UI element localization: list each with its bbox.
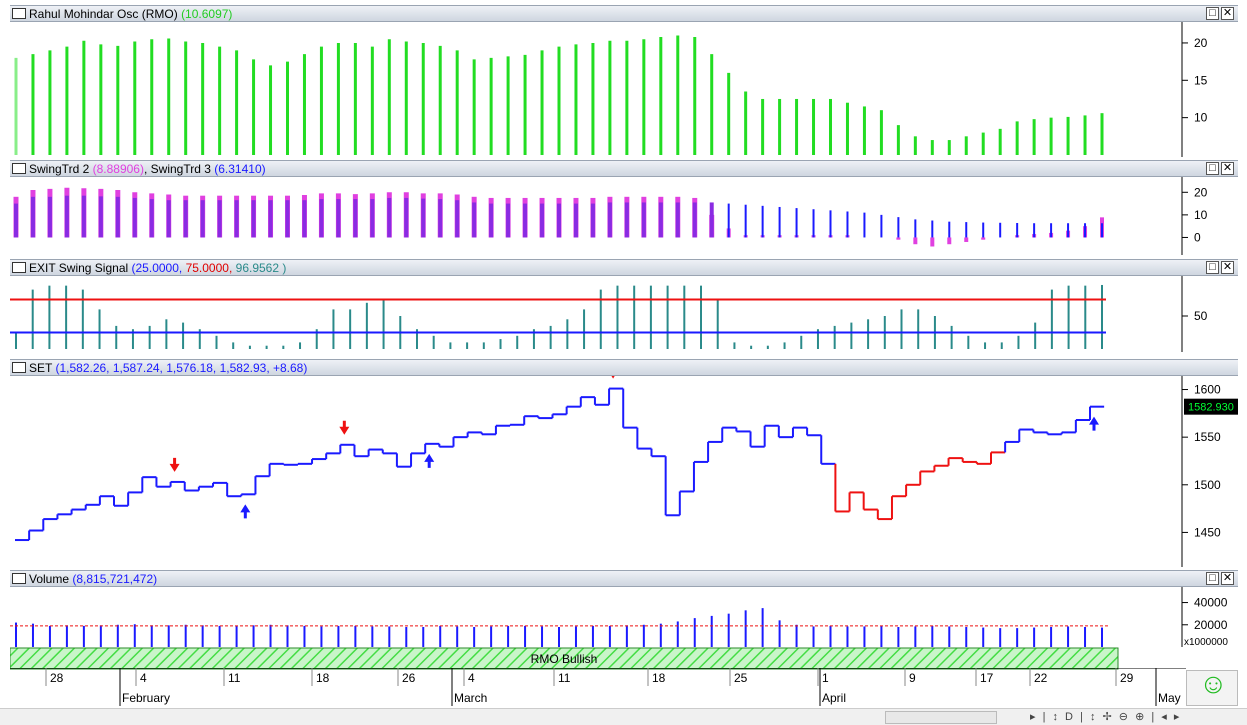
volume-value: (8,815,721,472)	[72, 572, 158, 586]
y-tick-label: 20000	[1194, 618, 1228, 632]
last-price-badge	[1184, 398, 1238, 415]
month-tick-label: February	[122, 691, 170, 705]
day-tick-label: 28	[50, 671, 64, 685]
panel-toggle-icon[interactable]	[12, 573, 26, 584]
close-icon[interactable]: ✕	[1221, 572, 1234, 585]
restore-icon[interactable]: □	[1206, 261, 1219, 274]
buy-arrow-icon	[424, 453, 435, 468]
set-panel: SET (1,582.26, 1,587.24, 1,576.18, 1,582…	[10, 359, 1238, 567]
last-price-label: 1582.930	[1188, 402, 1234, 414]
exit-value3: 96.9562 )	[235, 261, 287, 275]
buy-arrow-icon	[240, 504, 251, 519]
nav-controls[interactable]: ▸ | ↕ D | ↕ ✢ ⊖ ⊕ | ◂ ▸	[1030, 711, 1182, 723]
restore-icon[interactable]: □	[1206, 572, 1219, 585]
panel-toggle-icon[interactable]	[12, 262, 26, 273]
buy-arrow-icon	[1089, 416, 1099, 431]
exit-panel: EXIT Swing Signal (25.0000, 75.0000, 96.…	[10, 259, 1238, 352]
y-tick-label: 10	[1194, 208, 1208, 222]
swing-name1: SwingTrd 2	[29, 162, 90, 176]
day-tick-label: 11	[558, 671, 571, 685]
y-tick-label: 1500	[1194, 478, 1221, 492]
exit-title-bar: EXIT Swing Signal (25.0000, 75.0000, 96.…	[10, 259, 1238, 276]
rmo-name: Rahul Mohindar Osc (RMO)	[29, 7, 178, 21]
set-value: (1,582.26, 1,587.24, 1,576.18, 1,582.93,…	[55, 361, 308, 375]
rmo-chart: 20 15 10	[14, 22, 1208, 157]
restore-icon[interactable]: □	[1206, 7, 1219, 20]
y-tick-label: 1450	[1194, 525, 1221, 539]
restore-icon[interactable]: □	[1206, 162, 1219, 175]
volume-panel: Volume (8,815,721,472) □ ✕ 40000 20000 x100…	[10, 570, 1238, 670]
sell-arrow-icon	[339, 420, 350, 435]
y-tick-label: 1550	[1194, 430, 1221, 444]
swing-panel: SwingTrd 2 (8.88906), SwingTrd 3 (6.3141…	[10, 160, 1238, 255]
day-tick-label: 26	[402, 671, 416, 685]
exit-chart: 50	[10, 276, 1208, 352]
y-tick-label: 1600	[1194, 383, 1221, 397]
volume-name: Volume	[29, 572, 70, 586]
day-tick-label: 25	[734, 671, 748, 685]
panel-toggle-icon[interactable]	[12, 8, 26, 19]
volume-chart: 40000 20000 x1000000 RMO Bullish	[10, 587, 1228, 670]
day-tick-label: 11	[228, 671, 241, 685]
day-tick-label: 18	[316, 671, 330, 685]
rmo-value: (10.6097)	[181, 7, 233, 21]
swing-title-bar: SwingTrd 2 (8.88906), SwingTrd 3 (6.3141…	[10, 160, 1238, 177]
exit-value2: 75.0000,	[185, 261, 233, 275]
sell-arrow-icon	[169, 457, 180, 472]
status-bar: ▸ | ↕ D | ↕ ✢ ⊖ ⊕ | ◂ ▸	[0, 708, 1247, 725]
day-tick-label: 29	[1120, 671, 1134, 685]
rmo-title-bar: Rahul Mohindar Osc (RMO) (10.6097) □ ✕	[10, 5, 1238, 22]
sell-arrow-icon	[611, 376, 615, 379]
y-tick-label: 10	[1194, 111, 1208, 125]
day-tick-label: 4	[140, 671, 147, 685]
close-icon[interactable]: ✕	[1221, 261, 1234, 274]
smiley-icon: ☺	[1199, 668, 1228, 699]
panel-toggle-icon[interactable]	[12, 362, 26, 373]
swing-value1: (8.88906)	[92, 162, 144, 176]
rmo-panel: Rahul Mohindar Osc (RMO) (10.6097) □ ✕ 20…	[10, 5, 1238, 157]
month-tick-label: March	[454, 691, 487, 705]
exit-value1: (25.0000,	[131, 261, 183, 275]
y-tick-label: 20	[1194, 185, 1208, 199]
exit-name: EXIT Swing Signal	[29, 261, 129, 275]
day-tick-label: 4	[468, 671, 475, 685]
rmo-band	[10, 647, 1119, 670]
day-tick-label: 9	[909, 671, 916, 685]
rmo-band-label: RMO Bullish	[531, 652, 598, 666]
close-icon[interactable]: ✕	[1221, 7, 1234, 20]
y-tick-label: 20	[1194, 36, 1208, 50]
day-tick-label: 1	[822, 671, 829, 685]
day-tick-label: 17	[980, 671, 994, 685]
y-tick-label: 0	[1194, 230, 1201, 244]
swing-name2: SwingTrd 3	[150, 162, 211, 176]
set-title-bar: SET (1,582.26, 1,587.24, 1,576.18, 1,582…	[10, 359, 1238, 376]
month-tick-label: April	[822, 691, 846, 705]
day-tick-label: 22	[1034, 671, 1048, 685]
y-tick-label: 50	[1194, 309, 1208, 323]
scroll-thumb[interactable]	[885, 711, 997, 724]
panel-toggle-icon[interactable]	[12, 163, 26, 174]
y-tick-label: 15	[1194, 73, 1208, 87]
day-tick-label: 18	[652, 671, 666, 685]
volume-unit-label: x1000000	[1184, 637, 1228, 648]
swing-separator: ,	[143, 162, 148, 176]
month-tick-label: May	[1158, 691, 1181, 705]
set-chart: 1600 1550 1500 1450 1582.930	[15, 376, 1238, 567]
set-name: SET	[29, 361, 53, 375]
volume-title-bar: Volume (8,815,721,472) □ ✕	[10, 570, 1238, 587]
smiley-button[interactable]: ☺	[1186, 668, 1238, 706]
y-tick-label: 40000	[1194, 596, 1228, 610]
close-icon[interactable]: ✕	[1221, 162, 1234, 175]
swing-chart: 20 10 0	[13, 177, 1208, 255]
date-axis: 28 4 11 18 26 4 11 18 25 1 9 17 22 29 February March Apr…	[10, 668, 1186, 706]
swing-value2: (6.31410)	[214, 162, 266, 176]
